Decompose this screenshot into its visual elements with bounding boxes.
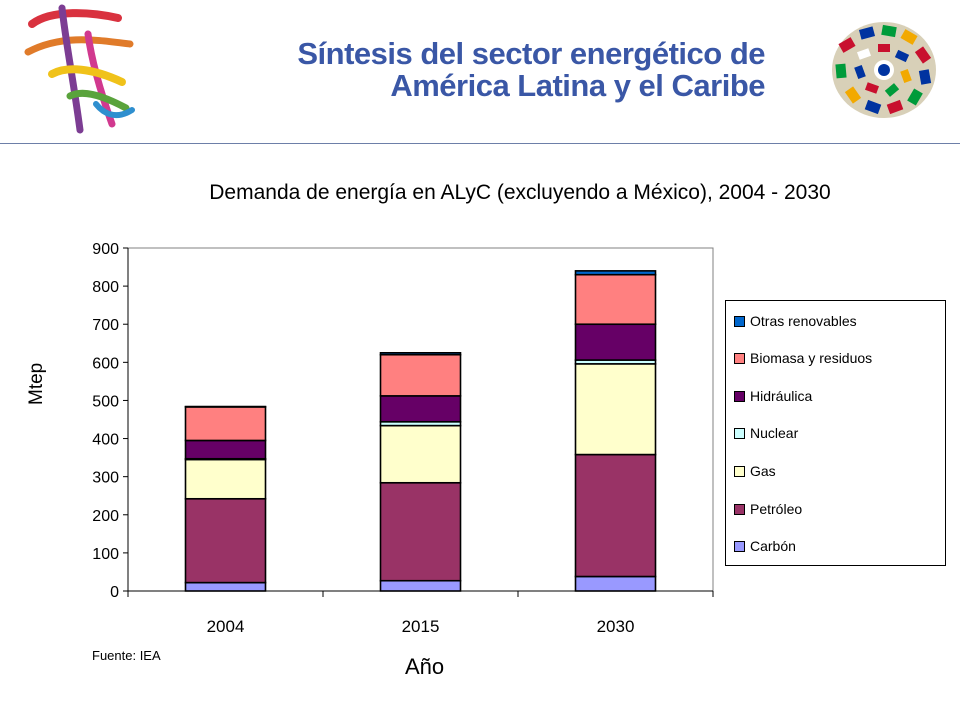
legend-label: Biomasa y residuos [750,350,873,366]
bar-segment-carb-n-2015 [379,579,462,592]
chart-title: Demanda de energía en ALyC (excluyendo a… [209,181,831,204]
legend-swatch [734,315,745,327]
y-tick-label: 500 [92,393,119,410]
legend-swatch [734,427,745,439]
legend-item: Petróleo [734,501,802,517]
bar-segment-hidr-ulica-2015 [379,395,462,423]
x-tick-label: 2004 [207,617,245,636]
y-tick-label: 400 [92,432,119,449]
legend-swatch [734,465,745,477]
x-tick-label: 2030 [597,617,635,636]
bar-segment-carb-n-2004 [184,581,267,592]
bar-segment-biomasa-y-residuos-2004 [184,406,267,442]
oas-flags-seal [830,20,938,120]
bar-segment-otras-renovables-2015 [379,352,462,356]
bar-segment-petr-leo-2004 [184,497,267,584]
bar-segment-gas-2004 [184,458,267,500]
legend-label: Gas [750,463,776,479]
bar-segment-hidr-ulica-2030 [574,323,657,361]
bar-segment-carb-n-2030 [574,575,657,592]
y-tick-label: 0 [110,584,119,601]
bar-segment-gas-2015 [379,424,462,484]
y-axis-title: Mtep [26,362,47,405]
oas-swirl-logo [22,4,140,138]
header-divider [0,143,960,144]
bar-segment-biomasa-y-residuos-2015 [379,353,462,397]
bar-segment-gas-2030 [574,363,657,456]
y-tick-label: 600 [92,355,119,372]
legend-item: Gas [734,463,776,479]
slide-title-line2: América Latina y el Caribe [390,68,765,103]
y-tick-label: 700 [92,317,119,334]
legend-label: Nuclear [750,425,799,441]
y-tick-label: 800 [92,279,119,296]
legend-label: Hidráulica [750,388,813,404]
legend-item: Otras renovables [734,313,857,329]
legend-swatch [734,352,745,364]
legend-label: Otras renovables [750,313,857,329]
y-tick-label: 900 [92,241,119,258]
legend-label: Petróleo [750,501,803,517]
legend-swatch [734,503,745,515]
bar-segment-hidr-ulica-2004 [184,439,267,460]
source-note: Fuente: IEA [92,648,161,663]
legend-item: Nuclear [734,425,798,441]
legend-item: Hidráulica [734,388,812,404]
legend-swatch [734,540,745,552]
legend-label: Carbón [750,538,796,554]
bar-segment-petr-leo-2015 [379,481,462,582]
chart-legend: Otras renovables Biomasa y residuos Hidráu… [725,300,946,566]
bar-segment-petr-leo-2030 [574,453,657,578]
legend-item: Biomasa y residuos [734,350,872,366]
slide-title-line1: Síntesis del sector energético de [297,36,765,71]
y-tick-label: 200 [92,508,119,525]
slide-title: Síntesis del sector energético de Améric… [240,38,765,102]
x-axis-title: Año [405,654,445,679]
y-tick-label: 100 [92,546,119,563]
bar-segment-biomasa-y-residuos-2030 [574,273,657,326]
x-tick-label: 2015 [402,617,440,636]
legend-item: Carbón [734,538,796,554]
y-tick-label: 300 [92,470,119,487]
legend-swatch [734,390,745,402]
bar-segment-otras-renovables-2030 [574,270,657,276]
